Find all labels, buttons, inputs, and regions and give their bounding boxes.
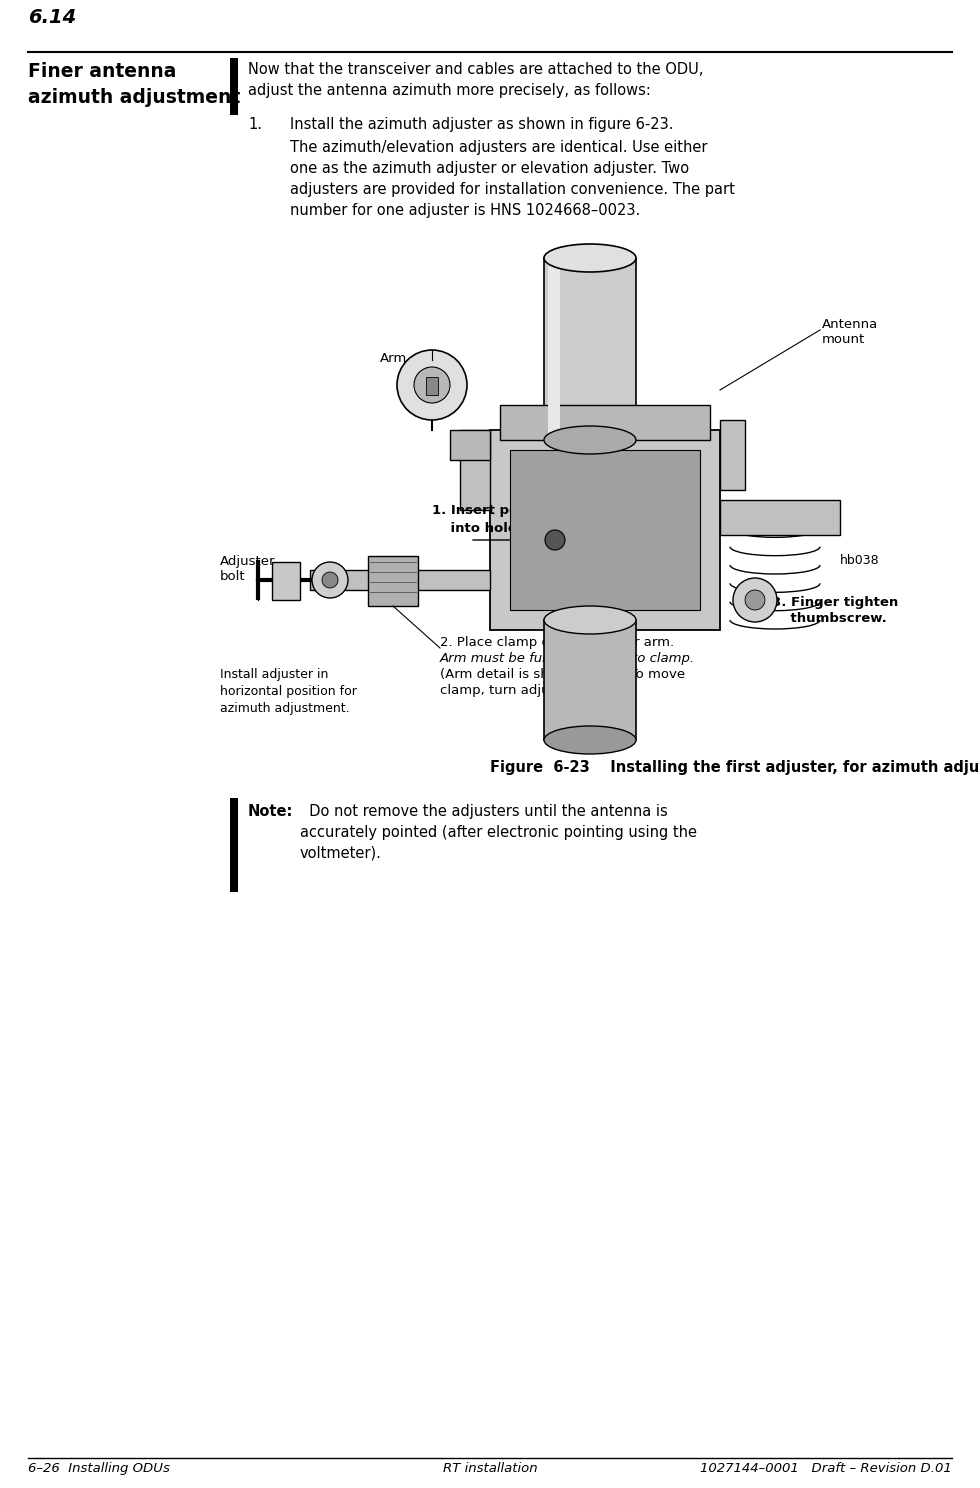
Circle shape: [397, 350, 467, 420]
Text: Finer antenna: Finer antenna: [28, 62, 176, 80]
Text: Antenna
mount: Antenna mount: [822, 318, 878, 347]
Text: Figure  6-23    Installing the first adjuster, for azimuth adjustment: Figure 6-23 Installing the first adjuste…: [490, 760, 980, 775]
Ellipse shape: [544, 426, 636, 454]
Text: 6–26  Installing ODUs: 6–26 Installing ODUs: [28, 1463, 170, 1475]
Bar: [490, 430, 720, 629]
Bar: [368, 557, 418, 606]
Text: The azimuth/elevation adjusters are identical. Use either
one as the azimuth adj: The azimuth/elevation adjusters are iden…: [290, 140, 735, 219]
Text: into hole.: into hole.: [432, 522, 522, 536]
Text: 3. Finger tighten: 3. Finger tighten: [772, 597, 899, 609]
Text: 6.14: 6.14: [28, 7, 76, 27]
Bar: [230, 798, 238, 891]
Circle shape: [322, 571, 338, 588]
Text: 1.: 1.: [248, 118, 262, 132]
Bar: [272, 562, 300, 600]
Bar: [426, 376, 438, 394]
Bar: [544, 620, 636, 740]
Ellipse shape: [544, 244, 636, 272]
Circle shape: [312, 562, 348, 598]
Text: 2. Place clamp on rectangular arm.: 2. Place clamp on rectangular arm.: [440, 635, 674, 649]
Bar: [460, 430, 490, 510]
Bar: [310, 570, 490, 591]
Bar: [510, 449, 700, 610]
Text: clamp, turn adjuster bolt.): clamp, turn adjuster bolt.): [440, 684, 614, 696]
Bar: [450, 430, 490, 460]
Bar: [720, 500, 840, 536]
Bar: [544, 257, 636, 440]
Text: RT installation: RT installation: [443, 1463, 537, 1475]
Text: Now that the transceiver and cables are attached to the ODU,
adjust the antenna : Now that the transceiver and cables are …: [248, 62, 704, 98]
Circle shape: [745, 591, 765, 610]
Bar: [500, 405, 710, 440]
Text: Adjuster
bolt: Adjuster bolt: [220, 555, 275, 583]
Text: Do not remove the adjusters until the antenna is
accurately pointed (after elect: Do not remove the adjusters until the an…: [300, 804, 697, 862]
Text: 1027144–0001   Draft – Revision D.01: 1027144–0001 Draft – Revision D.01: [701, 1463, 952, 1475]
Text: azimuth adjustment: azimuth adjustment: [28, 88, 240, 107]
Text: Install the azimuth adjuster as shown in figure 6-23.: Install the azimuth adjuster as shown in…: [290, 118, 673, 132]
Text: Arm must be fully inserted into clamp.: Arm must be fully inserted into clamp.: [440, 652, 695, 665]
Circle shape: [545, 530, 565, 551]
Text: (Arm detail is shown above. To move: (Arm detail is shown above. To move: [440, 668, 685, 682]
Text: thumbscrew.: thumbscrew.: [772, 612, 887, 625]
Bar: [720, 420, 745, 490]
Text: hb038: hb038: [840, 554, 880, 567]
Circle shape: [414, 368, 450, 403]
Text: Install adjuster in
horizontal position for
azimuth adjustment.: Install adjuster in horizontal position …: [220, 668, 357, 716]
Ellipse shape: [544, 606, 636, 634]
Text: Arm: Arm: [380, 353, 408, 365]
Text: Note:: Note:: [248, 804, 293, 818]
Circle shape: [733, 577, 777, 622]
Bar: [548, 263, 560, 434]
Bar: [230, 58, 238, 115]
Ellipse shape: [544, 726, 636, 754]
Text: 1. Insert peg: 1. Insert peg: [432, 504, 527, 516]
